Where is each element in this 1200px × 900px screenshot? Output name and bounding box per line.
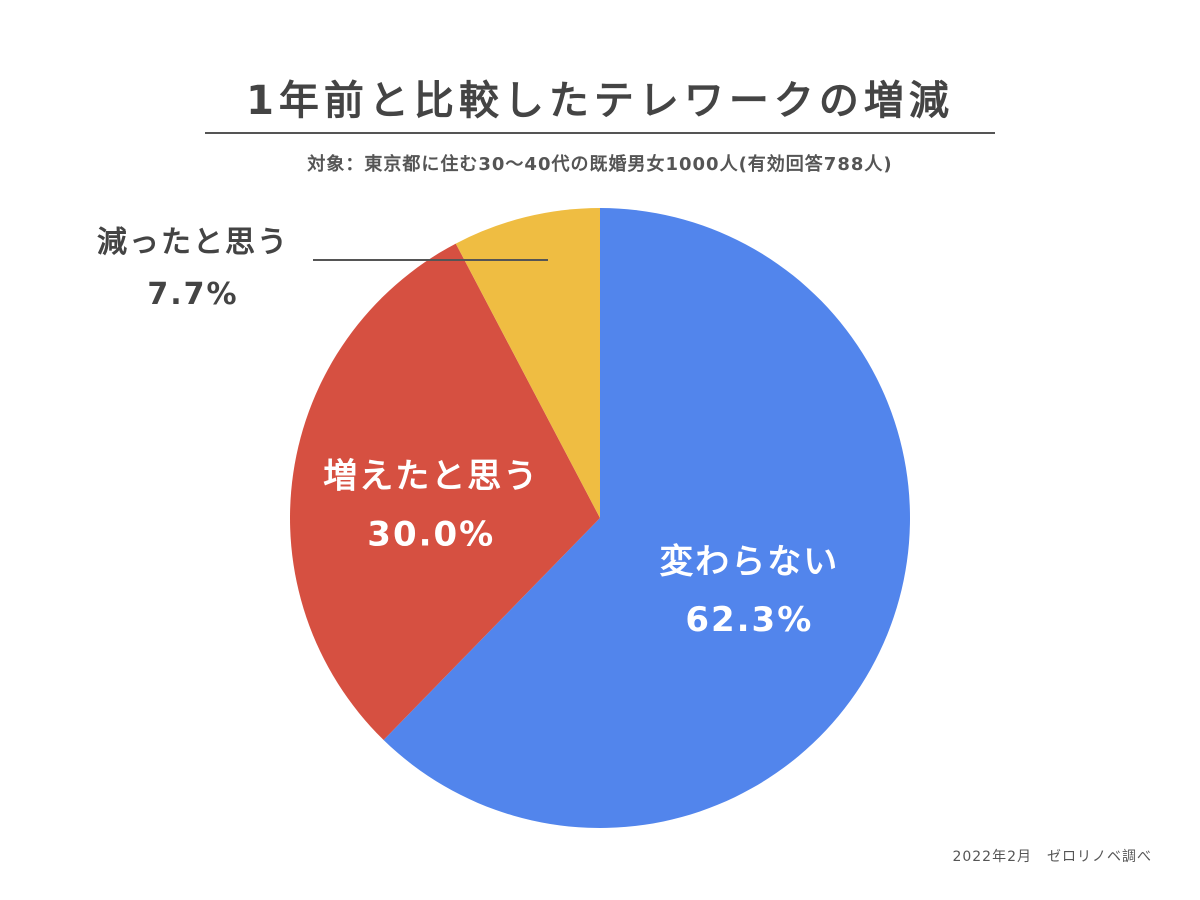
slice-label-1: 変わらない [659, 542, 839, 582]
slice-value-1: 62.3% [685, 600, 813, 640]
pie-slice-2 [290, 243, 600, 740]
slice-label-3: 減ったと思う [97, 225, 289, 260]
slice-value-3: 7.7% [147, 277, 238, 312]
source-note: 2022年2月 ゼロリノベ調べ [952, 849, 1152, 865]
chart-subtitle: 対象：東京都に住む30〜40代の既婚男女1000人(有効回答788人) [307, 154, 893, 175]
pie-slice-1 [383, 208, 911, 829]
pie-slice-3 [455, 208, 600, 518]
slice-label-2: 増えたと思う [323, 456, 539, 496]
chart-title: 1年前と比較したテレワークの増減 [246, 78, 954, 124]
title-divider [205, 132, 995, 134]
slice-value-2: 30.0% [367, 514, 495, 554]
